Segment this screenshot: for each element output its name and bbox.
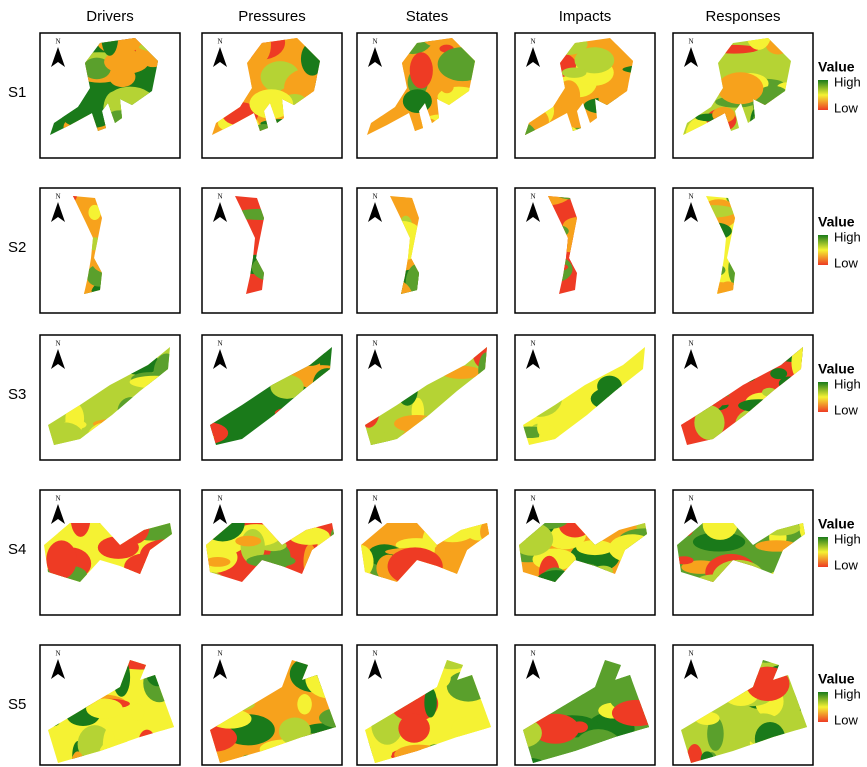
north-label: N [688,495,693,503]
row-label: S5 [8,696,26,713]
map-panel: N [185,634,363,767]
north-label: N [55,193,60,201]
row-label: S2 [8,239,26,256]
north-label: N [688,340,693,348]
row-label: S3 [8,386,26,403]
map-panel: N [176,485,347,616]
north-label: N [530,495,535,503]
legend-low: Low [834,402,858,417]
row-label: S4 [8,541,26,558]
map-patch [562,68,587,78]
map-patch [770,368,787,379]
north-label: N [372,193,377,201]
legend-low: Low [834,557,858,572]
north-label: N [55,495,60,503]
north-label: N [217,193,222,201]
map-panel: N [27,169,191,322]
map-patch [297,694,312,714]
map-patch [184,541,237,573]
column-header: States [406,8,449,25]
north-label: N [530,193,535,201]
map-panel: N [341,170,521,322]
north-label: N [372,495,377,503]
panel-frame [673,188,813,313]
legend-title: Value [818,214,855,230]
map-patch [537,418,550,437]
map-panel: N [509,322,673,461]
map-panel: N [33,632,195,767]
north-label: N [217,38,222,46]
legend-title: Value [818,361,855,377]
panel-frame [40,188,180,313]
column-header: Impacts [559,8,612,25]
map-panel: N [336,634,523,767]
map-panel: N [498,486,670,624]
figure: Drivers Pressures States Impacts Responses S1… [0,0,867,767]
north-label: N [55,650,60,658]
north-label: N [530,340,535,348]
panel-frame [202,188,342,313]
north-label: N [688,38,693,46]
map-panel: N [35,332,186,472]
north-label: N [55,340,60,348]
legend-low: Low [834,255,858,270]
legend-ramp [818,537,828,567]
north-label: N [530,650,535,658]
north-label: N [688,193,693,201]
map-patch [571,721,588,732]
panel-frame [357,188,497,313]
map-panel: N [346,480,514,622]
map-panel: N [182,324,355,475]
legend-high: High [834,74,861,89]
panel-frame [515,188,655,313]
north-label: N [372,340,377,348]
map-patch [440,80,453,94]
map-panel: N [654,326,836,470]
map-panel: N [34,18,202,165]
map-panel: N [343,320,511,476]
column-header: Pressures [238,8,306,25]
map-panel: N [341,17,519,161]
map-patch [235,536,261,547]
north-label: N [217,495,222,503]
legend-title: Value [818,671,855,687]
north-label: N [372,38,377,46]
column-header: Responses [705,8,780,25]
map-panel: N [29,490,190,627]
north-label: N [217,650,222,658]
legend-low: Low [834,100,858,115]
north-label: N [372,650,377,658]
north-label: N [530,38,535,46]
north-label: N [688,650,693,658]
map-panel: N [494,643,670,767]
map-panel: N [200,25,367,173]
legend-ramp [818,235,828,265]
map-panel: N [494,19,679,164]
legend-low: Low [834,712,858,727]
row-label: S1 [8,84,26,101]
map-patch [398,714,429,743]
legend-ramp [818,692,828,722]
map-panel: N [656,483,825,629]
legend-high: High [834,229,861,244]
legend-high: High [834,376,861,391]
legend-ramp [818,382,828,412]
map-panel: N [653,636,830,767]
legend-title: Value [818,59,855,75]
legend-title: Value [818,516,855,532]
north-label: N [55,38,60,46]
north-label: N [217,340,222,348]
map-patch [717,72,763,104]
map-panel: N [195,175,357,325]
legend-high: High [834,531,861,546]
map-panel: N [661,181,829,313]
legend-high: High [834,686,861,701]
map-panel: N [651,18,822,170]
map-panel: N [500,172,670,325]
map-patch [131,704,144,721]
legend-ramp [818,80,828,110]
map-patch [403,89,432,113]
map-patch [410,52,433,88]
column-header: Drivers [86,8,134,25]
